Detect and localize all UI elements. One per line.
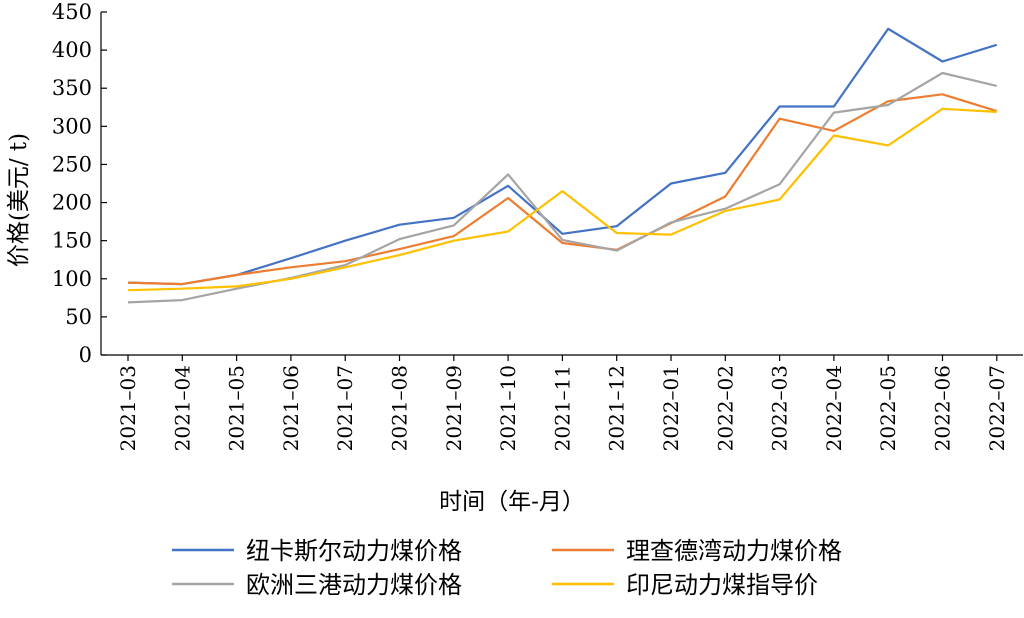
x-tick-label: 2021–11 xyxy=(550,365,574,451)
legend-label: 印尼动力煤指导价 xyxy=(626,571,818,599)
legend-label: 理查德湾动力煤价格 xyxy=(626,537,842,565)
x-tick-label: 2022–05 xyxy=(876,365,900,451)
y-tick-label: 450 xyxy=(52,0,92,24)
x-axis-title: 时间（年-月） xyxy=(439,489,585,515)
series-line xyxy=(127,93,998,286)
x-tick-label: 2022–07 xyxy=(985,365,1009,451)
legend-label: 欧洲三港动力煤价格 xyxy=(246,571,462,599)
x-axis: 2021–03 2021–04 2021–05 2021–06 2021–07 2021–… xyxy=(101,354,1023,451)
x-tick-label: 2022–02 xyxy=(713,365,737,451)
x-tick-label: 2021–05 xyxy=(225,365,249,451)
x-tick-label: 2021–04 xyxy=(170,365,194,451)
series-line xyxy=(127,27,998,286)
y-axis-title: 价格(美元/ t) xyxy=(6,133,32,267)
x-tick-label: 2021–07 xyxy=(333,365,357,451)
y-tick-label: 400 xyxy=(52,38,92,62)
y-tick-label: 0 xyxy=(79,343,92,367)
y-tick-label: 300 xyxy=(52,114,92,138)
legend-label: 纽卡斯尔动力煤价格 xyxy=(246,537,462,565)
y-tick-label: 200 xyxy=(52,191,92,215)
x-tick-label: 2022–06 xyxy=(931,365,955,451)
x-tick-label: 2022–03 xyxy=(768,365,792,451)
x-tick-label: 2022–01 xyxy=(659,365,683,451)
series-lines xyxy=(127,27,998,304)
x-tick-label: 2021–08 xyxy=(388,365,412,451)
y-tick-label: 250 xyxy=(52,152,92,176)
series-line xyxy=(127,107,997,292)
x-tick-label: 2022–04 xyxy=(822,365,846,451)
y-tick-label: 350 xyxy=(52,76,92,100)
x-tick-label: 2021–12 xyxy=(605,365,629,451)
y-axis: 0 50 100 150 200 250 300 350 400 450 xyxy=(52,0,107,367)
x-tick-label: 2021–09 xyxy=(442,365,466,451)
x-tick-label: 2021–06 xyxy=(279,365,303,451)
x-tick-label: 2021–10 xyxy=(496,365,520,451)
y-tick-label: 50 xyxy=(65,305,92,329)
y-tick-label: 100 xyxy=(52,267,92,291)
x-tick-label: 2021–03 xyxy=(116,365,140,451)
y-tick-label: 150 xyxy=(52,229,92,253)
